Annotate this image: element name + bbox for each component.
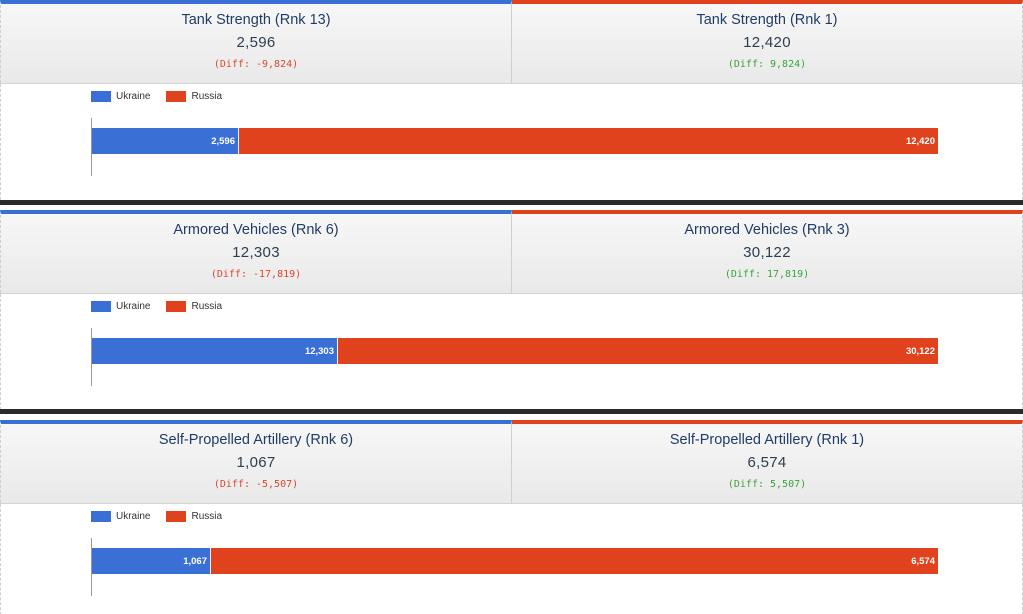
legend-label: Ukraine bbox=[116, 301, 151, 312]
legend-item-russia[interactable]: Russia bbox=[166, 91, 222, 102]
stat-title: Armored Vehicles (Rnk 6) bbox=[173, 222, 339, 238]
stat-diff: (Diff: -17,819) bbox=[210, 269, 302, 280]
y-axis-line bbox=[91, 328, 92, 386]
legend-item-russia[interactable]: Russia bbox=[166, 301, 222, 312]
stat-value: 6,574 bbox=[747, 454, 787, 471]
chart-legend: Ukraine Russia bbox=[91, 511, 238, 522]
bar-russia[interactable]: 6,574 bbox=[210, 548, 938, 574]
stat-title: Armored Vehicles (Rnk 3) bbox=[684, 222, 850, 238]
legend-swatch-russia bbox=[166, 91, 187, 102]
legend-label: Russia bbox=[191, 511, 223, 522]
stat-card-russia: Tank Strength (Rnk 1) 12,420 (Diff: 9,82… bbox=[512, 0, 1023, 83]
data-label: 30,122 bbox=[905, 345, 935, 357]
stat-value: 12,420 bbox=[743, 34, 791, 51]
stat-value: 30,122 bbox=[743, 244, 791, 261]
chart-legend: Ukraine Russia bbox=[91, 91, 238, 102]
legend-swatch-ukraine bbox=[91, 91, 111, 102]
section-divider bbox=[0, 200, 1023, 205]
stat-card-ukraine: Tank Strength (Rnk 13) 2,596 (Diff: -9,8… bbox=[0, 0, 512, 83]
stat-value: 2,596 bbox=[236, 34, 276, 51]
legend-item-ukraine[interactable]: Ukraine bbox=[91, 301, 150, 312]
stat-card-russia: Armored Vehicles (Rnk 3) 30,122 (Diff: 1… bbox=[512, 210, 1023, 293]
legend-swatch-russia bbox=[166, 511, 187, 522]
stat-title: Self-Propelled Artillery (Rnk 1) bbox=[669, 432, 865, 448]
data-label: 12,303 bbox=[304, 345, 334, 357]
stat-title: Tank Strength (Rnk 13) bbox=[181, 12, 331, 28]
chart-legend: Ukraine Russia bbox=[91, 301, 238, 312]
stat-value: 1,067 bbox=[236, 454, 276, 471]
comparison-panel-self-propelled-artillery: Self-Propelled Artillery (Rnk 6) 1,067 (… bbox=[0, 420, 1023, 614]
legend-swatch-ukraine bbox=[91, 511, 111, 522]
bar-track: 12,303 30,122 bbox=[92, 338, 938, 364]
stat-diff: (Diff: 17,819) bbox=[724, 269, 810, 280]
bar-ukraine[interactable]: 12,303 bbox=[92, 338, 337, 364]
legend-swatch-russia bbox=[166, 301, 187, 312]
bar-chart: Ukraine Russia 1,067 6,574 bbox=[0, 504, 1023, 614]
stat-card-ukraine: Self-Propelled Artillery (Rnk 6) 1,067 (… bbox=[0, 420, 512, 503]
data-label: 1,067 bbox=[183, 555, 207, 567]
stat-title: Tank Strength (Rnk 1) bbox=[696, 12, 838, 28]
legend-label: Ukraine bbox=[116, 91, 151, 102]
stat-header: Self-Propelled Artillery (Rnk 6) 1,067 (… bbox=[0, 420, 1023, 504]
legend-label: Russia bbox=[191, 301, 223, 312]
section-divider bbox=[0, 409, 1023, 414]
y-axis-line bbox=[91, 118, 92, 176]
bar-track: 2,596 12,420 bbox=[92, 128, 938, 154]
legend-item-ukraine[interactable]: Ukraine bbox=[91, 91, 150, 102]
bar-track: 1,067 6,574 bbox=[92, 548, 938, 574]
stat-card-russia: Self-Propelled Artillery (Rnk 1) 6,574 (… bbox=[512, 420, 1023, 503]
data-label: 12,420 bbox=[905, 135, 935, 147]
stat-value: 12,303 bbox=[232, 244, 280, 261]
stat-card-ukraine: Armored Vehicles (Rnk 6) 12,303 (Diff: -… bbox=[0, 210, 512, 293]
stat-diff: (Diff: -9,824) bbox=[213, 59, 299, 70]
stat-diff: (Diff: 5,507) bbox=[727, 479, 807, 490]
bar-ukraine[interactable]: 2,596 bbox=[92, 128, 238, 154]
bar-chart: Ukraine Russia 12,303 30,122 bbox=[0, 294, 1023, 410]
stat-title: Self-Propelled Artillery (Rnk 6) bbox=[158, 432, 354, 448]
stat-diff: (Diff: -5,507) bbox=[213, 479, 299, 490]
data-label: 6,574 bbox=[911, 555, 935, 567]
bar-russia[interactable]: 30,122 bbox=[337, 338, 938, 364]
bar-chart: Ukraine Russia 2,596 12,420 bbox=[0, 84, 1023, 200]
legend-label: Ukraine bbox=[116, 511, 151, 522]
stat-header: Tank Strength (Rnk 13) 2,596 (Diff: -9,8… bbox=[0, 0, 1023, 84]
legend-label: Russia bbox=[191, 91, 223, 102]
bar-ukraine[interactable]: 1,067 bbox=[92, 548, 210, 574]
legend-swatch-ukraine bbox=[91, 301, 111, 312]
legend-item-russia[interactable]: Russia bbox=[166, 511, 222, 522]
stat-diff: (Diff: 9,824) bbox=[727, 59, 807, 70]
bar-russia[interactable]: 12,420 bbox=[238, 128, 938, 154]
comparison-panel-armored-vehicles: Armored Vehicles (Rnk 6) 12,303 (Diff: -… bbox=[0, 210, 1023, 410]
comparison-panel-tank-strength: Tank Strength (Rnk 13) 2,596 (Diff: -9,8… bbox=[0, 0, 1023, 200]
data-label: 2,596 bbox=[211, 135, 235, 147]
y-axis-line bbox=[91, 538, 92, 596]
legend-item-ukraine[interactable]: Ukraine bbox=[91, 511, 150, 522]
stat-header: Armored Vehicles (Rnk 6) 12,303 (Diff: -… bbox=[0, 210, 1023, 294]
